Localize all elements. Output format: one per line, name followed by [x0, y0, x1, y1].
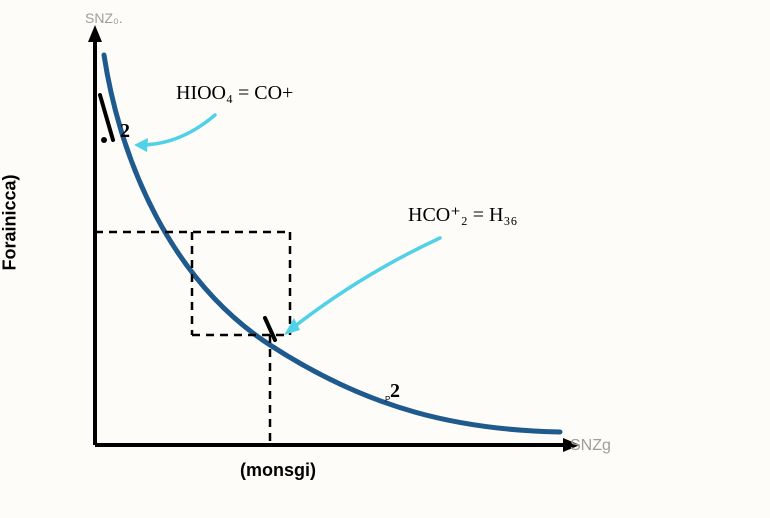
chart-container: P SNZ₀. SNZg Forainicca) (monsgi) HIOO₄ …: [0, 0, 770, 518]
y-axis-label: Forainicca): [0, 174, 21, 270]
annotation-arrow-2: [290, 238, 440, 330]
tick-dot: [101, 137, 107, 143]
x-axis-right-text: SNZg: [570, 437, 611, 455]
chart-svg: P: [0, 0, 770, 518]
annotation-text-2: HCO⁺₂ = H₃₆: [408, 202, 517, 227]
annotation-text-1: HIOO₄ = CO+: [176, 82, 293, 105]
annotation-arrowhead-1: [134, 138, 148, 152]
point-label-2: 2: [390, 380, 400, 403]
annotation-arrow-1: [140, 115, 215, 145]
y-axis-arrowhead: [88, 25, 102, 42]
annotation-arrowhead-2: [284, 318, 300, 335]
y-axis-top-text: SNZ₀.: [85, 10, 123, 26]
point-label-1: 2: [120, 120, 130, 143]
main-curve: [104, 55, 560, 432]
x-axis-label: (monsgi): [240, 460, 316, 481]
